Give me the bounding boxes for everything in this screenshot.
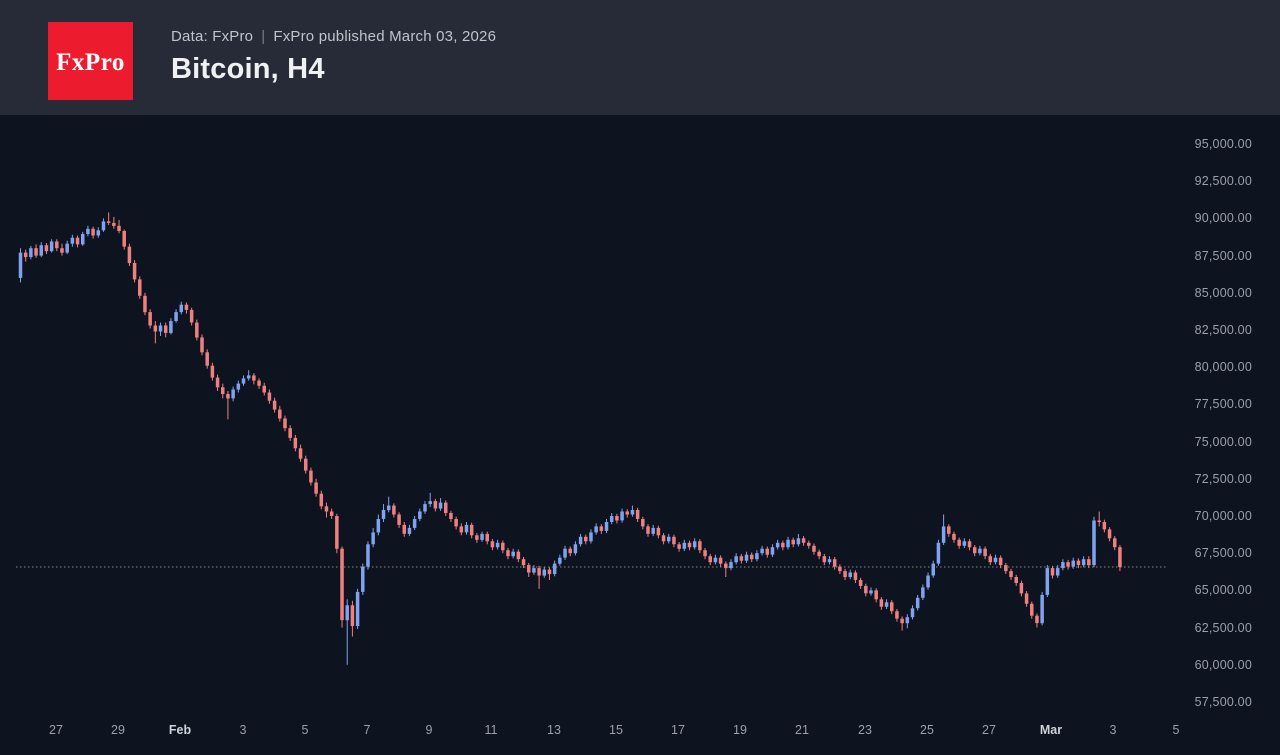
y-axis-label: 65,000.00 [1194,583,1252,597]
chart-meta: Data: FxPro | FxPro published March 03, 20… [171,28,496,45]
y-axis-label: 95,000.00 [1194,137,1252,151]
y-axis-label: 90,000.00 [1194,211,1252,225]
x-axis-label: 21 [795,723,809,737]
x-axis-label: Mar [1039,723,1063,737]
x-axis-label: 25 [920,723,934,737]
published-label: FxPro published March 03, 2026 [273,28,497,45]
x-axis-label: 23 [858,723,872,737]
x-axis-label: 5 [301,723,309,737]
y-axis-label: 92,500.00 [1194,174,1252,188]
y-axis-label: 72,500.00 [1194,472,1252,486]
y-axis-label: 70,000.00 [1194,509,1252,523]
x-axis-label: 3 [239,723,247,737]
y-axis-label: 62,500.00 [1194,621,1252,635]
x-axis-label: 9 [425,723,433,737]
fxpro-logo: FxPro [48,22,133,100]
x-axis-label: 17 [671,723,685,737]
meta-separator: | [261,28,266,45]
x-axis-label: 5 [1172,723,1180,737]
candlestick-canvas [16,212,1166,665]
x-axis-label: 27 [49,723,63,737]
y-axis-label: 75,000.00 [1194,435,1252,449]
x-axis-label: 3 [1109,723,1117,737]
x-axis-label: 7 [363,723,371,737]
x-axis-label: 15 [609,723,623,737]
x-axis-label: 19 [733,723,747,737]
x-axis-label: Feb [168,723,192,737]
data-source-label: Data: FxPro [171,28,254,45]
x-axis-label: 27 [982,723,996,737]
header: FxPro Data: FxPro | FxPro published March … [0,0,1280,115]
chart-title: Bitcoin, H4 [171,53,325,85]
fxpro-logo-text: FxPro [56,49,125,76]
header-text: Data: FxPro | FxPro published March 03, 20… [171,28,496,86]
y-axis-label: 77,500.00 [1194,397,1252,411]
x-axis-label: 13 [547,723,561,737]
x-axis-label: 11 [484,723,498,737]
candlestick-chart: 95,000.00 92,500.00 90,000.00 87,500.00 85,0… [0,115,1280,755]
y-axis-label: 80,000.00 [1194,360,1252,374]
y-axis-label: 82,500.00 [1194,323,1252,337]
y-axis-label: 67,500.00 [1194,546,1252,560]
y-axis-label: 57,500.00 [1194,695,1252,709]
y-axis-label: 85,000.00 [1194,286,1252,300]
x-axis-label: 29 [111,723,125,737]
y-axis-label: 87,500.00 [1194,249,1252,263]
y-axis-label: 60,000.00 [1194,658,1252,672]
